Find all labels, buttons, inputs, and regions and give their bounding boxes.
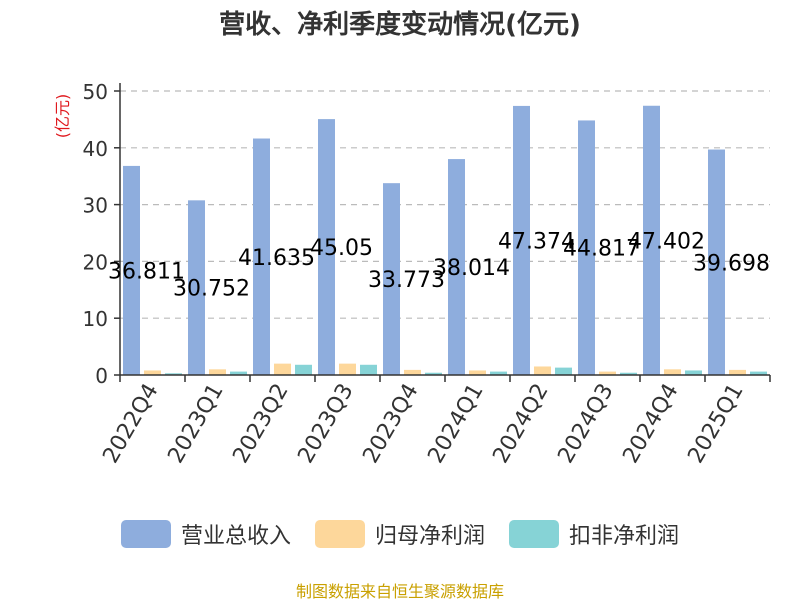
bar-net-profit (274, 363, 291, 375)
bar-net-profit (144, 370, 161, 375)
x-tick-label: 2025Q1 (683, 380, 748, 468)
data-label: 41.635 (238, 246, 315, 271)
legend-item[interactable]: 归母净利润 (314, 518, 485, 550)
legend-label: 归母净利润 (374, 524, 485, 549)
bar-deducted-net-profit (165, 373, 182, 375)
data-label: 30.752 (173, 277, 250, 302)
bar-revenue (513, 105, 530, 375)
x-tick-label: 2023Q1 (163, 380, 228, 468)
bar-deducted-net-profit (425, 372, 442, 375)
legend-label: 扣非净利润 (569, 524, 680, 549)
x-tick-label: 2022Q4 (98, 380, 163, 468)
bar-revenue (578, 120, 595, 375)
source-note: 制图数据来自恒生聚源数据库 (295, 582, 504, 601)
y-tick-label: 40 (83, 137, 108, 161)
bar-deducted-net-profit (360, 364, 377, 375)
bar-revenue (188, 200, 205, 375)
y-tick-label: 30 (83, 194, 108, 218)
data-label: 47.402 (628, 229, 705, 254)
bar-net-profit (599, 371, 616, 375)
chart-title: 营收、净利季度变动情况(亿元) (219, 10, 581, 40)
data-label: 33.773 (368, 268, 445, 293)
data-label: 47.374 (498, 229, 575, 254)
x-tick-label: 2024Q1 (423, 380, 488, 468)
legend-swatch (509, 520, 559, 548)
data-label: 39.698 (693, 251, 770, 276)
bar-net-profit (404, 369, 421, 375)
bar-revenue (123, 165, 140, 375)
bar-deducted-net-profit (230, 371, 247, 375)
legend-item[interactable]: 扣非净利润 (509, 518, 679, 550)
bar-deducted-net-profit (685, 370, 702, 375)
x-tick-label: 2023Q3 (293, 380, 358, 468)
bar-deducted-net-profit (295, 364, 312, 375)
bar-revenue (383, 183, 400, 375)
grid-lines (120, 90, 770, 319)
x-tick-label: 2024Q4 (618, 380, 683, 468)
bar-net-profit (664, 369, 681, 375)
bar-net-profit (209, 369, 226, 375)
y-tick-label: 0 (95, 364, 108, 388)
data-label: 36.811 (108, 259, 185, 284)
y-tick-label: 50 (83, 80, 108, 104)
y-tick-label: 10 (83, 307, 108, 331)
x-tick-label: 2023Q4 (358, 380, 423, 468)
legend-swatch (120, 520, 171, 548)
data-label: 38.014 (433, 256, 510, 281)
data-label: 45.05 (310, 236, 373, 261)
legend-swatch (314, 520, 365, 548)
bar-deducted-net-profit (555, 367, 572, 375)
x-tick-label: 2024Q3 (553, 380, 618, 468)
bar-revenue (253, 138, 270, 375)
bar-deducted-net-profit (750, 371, 767, 375)
bars (123, 105, 767, 375)
y-axis-label: (亿元) (53, 94, 72, 139)
bar-net-profit (339, 363, 356, 375)
data-label: 44.817 (563, 237, 640, 262)
bar-revenue (448, 159, 465, 375)
bar-net-profit (534, 366, 551, 375)
bar-revenue (643, 105, 660, 375)
bar-net-profit (469, 370, 486, 375)
bar-deducted-net-profit (620, 372, 637, 375)
legend-label: 营业总收入 (180, 524, 291, 549)
bar-net-profit (729, 369, 746, 375)
legend: 营业总收入 归母净利润 扣非净利润 (0, 518, 800, 550)
x-tick-label: 2024Q2 (488, 380, 553, 468)
bar-revenue (708, 149, 725, 375)
legend-item[interactable]: 营业总收入 (120, 518, 291, 550)
y-tick-label: 20 (83, 250, 108, 274)
bar-revenue (318, 119, 335, 375)
bar-deducted-net-profit (490, 371, 507, 375)
x-tick-label: 2023Q2 (228, 380, 293, 468)
